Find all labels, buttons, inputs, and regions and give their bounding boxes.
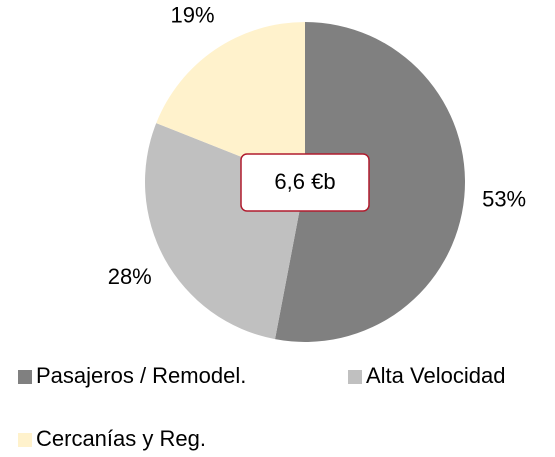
- legend-label: Cercanías y Reg.: [36, 426, 206, 451]
- annotation-box: [240, 153, 370, 212]
- legend-label: Pasajeros / Remodel.: [36, 363, 246, 388]
- data-label: 53%: [482, 187, 526, 212]
- legend-swatch: [348, 370, 362, 384]
- pie-slice: [275, 22, 466, 342]
- data-label: 28%: [108, 264, 152, 289]
- annotation: 6,6 €b: [274, 169, 335, 194]
- legend-swatch: [18, 433, 32, 447]
- legend-swatch: [18, 370, 32, 384]
- legend-label: Alta Velocidad: [366, 363, 505, 388]
- data-label: 19%: [171, 2, 215, 27]
- pie-slice: [156, 22, 305, 182]
